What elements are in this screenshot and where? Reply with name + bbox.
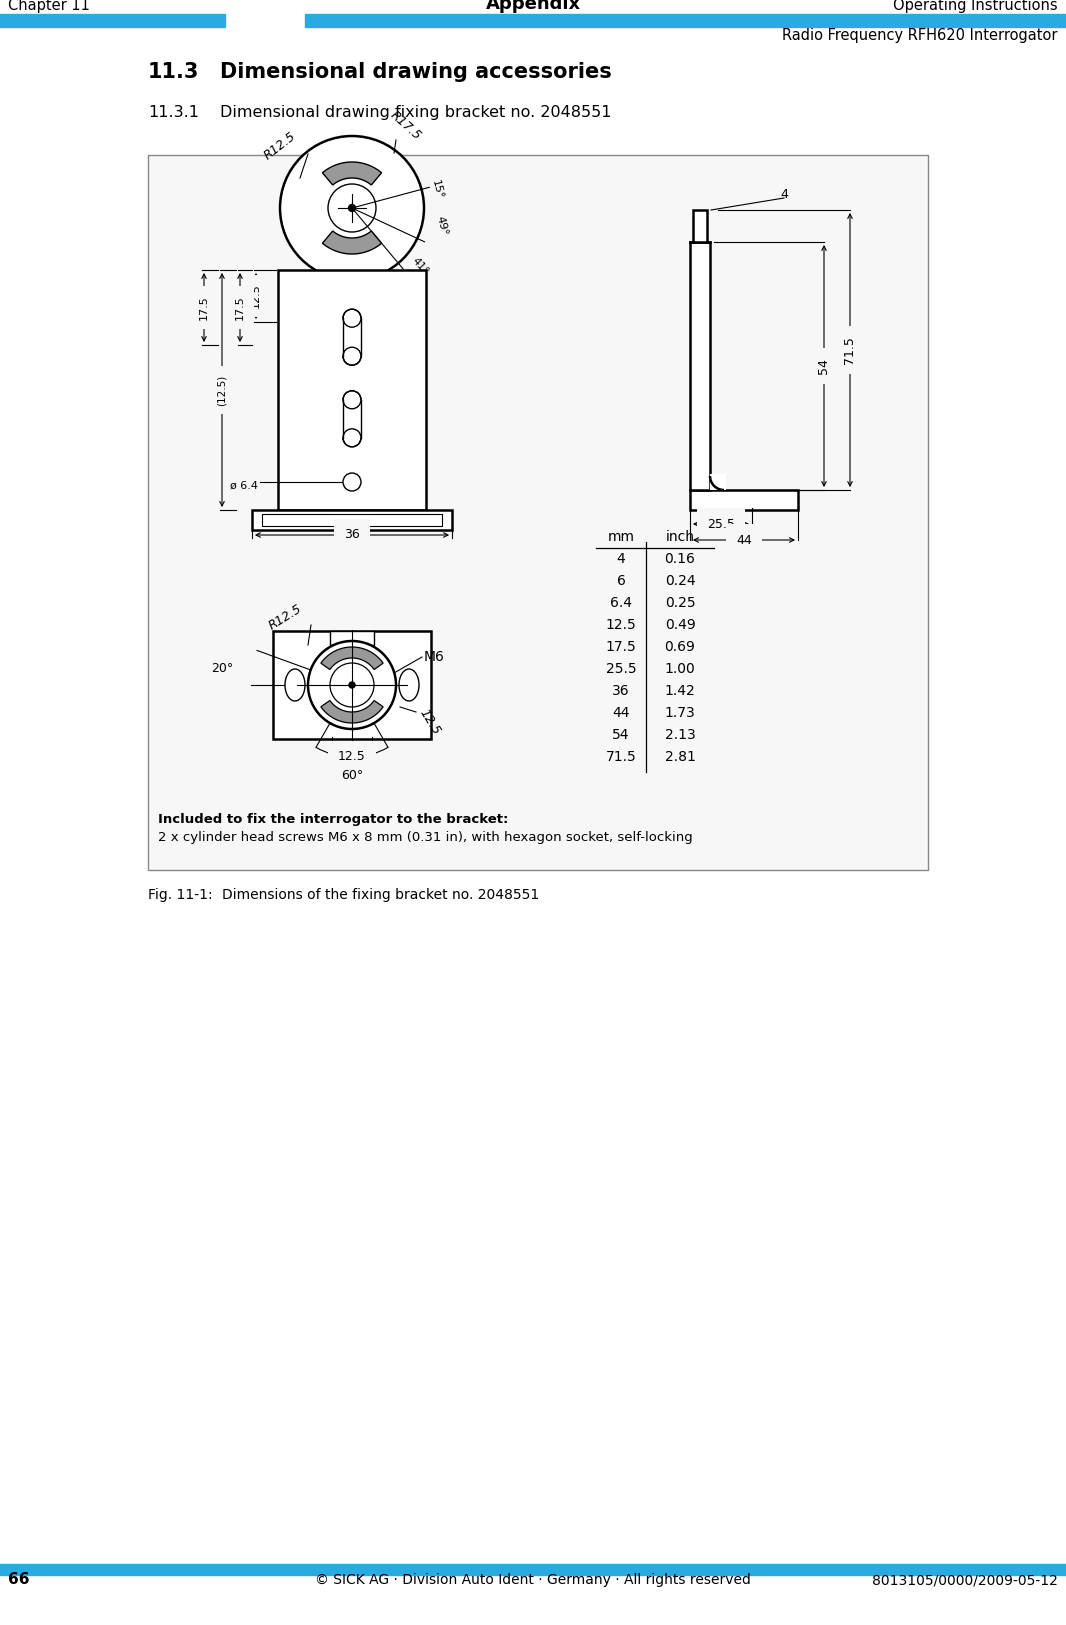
Circle shape — [280, 136, 424, 280]
Bar — [343, 400, 361, 437]
Text: 11.3: 11.3 — [148, 62, 199, 81]
Bar — [305, 15, 1066, 28]
Text: 15°: 15° — [430, 179, 445, 202]
Text: © SICK AG · Division Auto Ident · Germany · All rights reserved: © SICK AG · Division Auto Ident · German… — [316, 1573, 750, 1588]
Text: 2 x cylinder head screws M6 x 8 mm (0.31 in), with hexagon socket, self-locking: 2 x cylinder head screws M6 x 8 mm (0.31… — [158, 830, 693, 843]
Ellipse shape — [343, 429, 361, 447]
Text: ø 6.4: ø 6.4 — [230, 481, 258, 491]
Text: 0.49: 0.49 — [664, 618, 695, 632]
Text: Fig. 11-1:: Fig. 11-1: — [148, 887, 212, 902]
Text: 4: 4 — [616, 552, 626, 565]
Bar — [0, 1563, 1066, 1575]
Text: 2.81: 2.81 — [664, 751, 695, 764]
Polygon shape — [322, 231, 382, 254]
Text: 49°: 49° — [435, 214, 450, 237]
Text: 12.5: 12.5 — [338, 751, 366, 764]
Bar — [252, 510, 452, 530]
Text: 17.5: 17.5 — [199, 296, 209, 320]
Text: Dimensions of the fixing bracket no. 2048551: Dimensions of the fixing bracket no. 204… — [222, 887, 539, 902]
Text: 1.00: 1.00 — [664, 661, 695, 676]
Bar — [330, 630, 374, 645]
Text: R12.5: R12.5 — [266, 601, 304, 632]
Ellipse shape — [343, 309, 361, 327]
Polygon shape — [322, 162, 382, 185]
Text: 36: 36 — [612, 684, 630, 699]
Text: 25.5: 25.5 — [707, 517, 734, 530]
Text: Radio Frequency RFH620 Interrogator: Radio Frequency RFH620 Interrogator — [782, 28, 1057, 42]
Bar — [343, 318, 361, 356]
Text: 12.5: 12.5 — [251, 284, 261, 309]
Text: 71.5: 71.5 — [843, 336, 856, 364]
Text: 8013105/0000/2009-05-12: 8013105/0000/2009-05-12 — [872, 1573, 1057, 1588]
Text: R17.5: R17.5 — [388, 109, 424, 143]
Text: (12.5): (12.5) — [217, 374, 227, 406]
Text: 44: 44 — [737, 533, 752, 546]
Text: 25.5: 25.5 — [605, 661, 636, 676]
Text: Appendix: Appendix — [485, 0, 581, 13]
Text: mm: mm — [608, 530, 634, 544]
Text: 12.5: 12.5 — [605, 618, 636, 632]
Text: 17.5: 17.5 — [605, 640, 636, 653]
Text: Dimensional drawing accessories: Dimensional drawing accessories — [220, 62, 612, 81]
Bar — [262, 514, 442, 526]
Text: 44: 44 — [612, 705, 630, 720]
Text: 0.16: 0.16 — [664, 552, 695, 565]
Text: 0.24: 0.24 — [665, 574, 695, 588]
Bar — [273, 630, 431, 739]
Text: 41°: 41° — [409, 255, 431, 276]
Bar — [710, 474, 726, 491]
Polygon shape — [321, 700, 383, 723]
Bar — [0, 15, 225, 28]
Bar — [690, 491, 798, 510]
Text: Operating Instructions: Operating Instructions — [893, 0, 1057, 13]
Ellipse shape — [343, 390, 361, 410]
Circle shape — [343, 473, 361, 491]
Bar — [148, 154, 928, 869]
Bar — [690, 242, 710, 491]
Text: 6: 6 — [616, 574, 626, 588]
Text: 66: 66 — [9, 1571, 30, 1588]
Polygon shape — [321, 647, 383, 669]
Text: 12.5: 12.5 — [417, 707, 443, 738]
Bar — [278, 270, 426, 510]
Text: R12.5: R12.5 — [261, 130, 298, 162]
Ellipse shape — [343, 348, 361, 366]
Text: 11.3.1: 11.3.1 — [148, 106, 199, 120]
Text: 54: 54 — [818, 358, 830, 374]
Text: 17.5: 17.5 — [235, 296, 245, 320]
Text: 2.13: 2.13 — [664, 728, 695, 743]
Text: 71.5: 71.5 — [605, 751, 636, 764]
Text: 0.69: 0.69 — [664, 640, 695, 653]
Circle shape — [349, 682, 355, 687]
Circle shape — [308, 640, 395, 730]
Ellipse shape — [285, 670, 305, 700]
Text: Dimensional drawing fixing bracket no. 2048551: Dimensional drawing fixing bracket no. 2… — [220, 106, 612, 120]
Text: 4: 4 — [780, 187, 788, 200]
Bar — [693, 210, 707, 242]
Text: 1.73: 1.73 — [664, 705, 695, 720]
Text: Chapter 11: Chapter 11 — [9, 0, 90, 13]
Text: 20°: 20° — [211, 663, 233, 676]
Circle shape — [349, 205, 355, 211]
Text: M6: M6 — [424, 650, 445, 665]
Text: 0.25: 0.25 — [665, 596, 695, 609]
Text: 6.4: 6.4 — [610, 596, 632, 609]
Text: inch: inch — [665, 530, 695, 544]
Text: 60°: 60° — [341, 769, 364, 782]
Text: Included to fix the interrogator to the bracket:: Included to fix the interrogator to the … — [158, 812, 508, 826]
Text: 54: 54 — [612, 728, 630, 743]
Text: 1.42: 1.42 — [664, 684, 695, 699]
Ellipse shape — [399, 670, 419, 700]
Text: 36: 36 — [344, 528, 360, 541]
